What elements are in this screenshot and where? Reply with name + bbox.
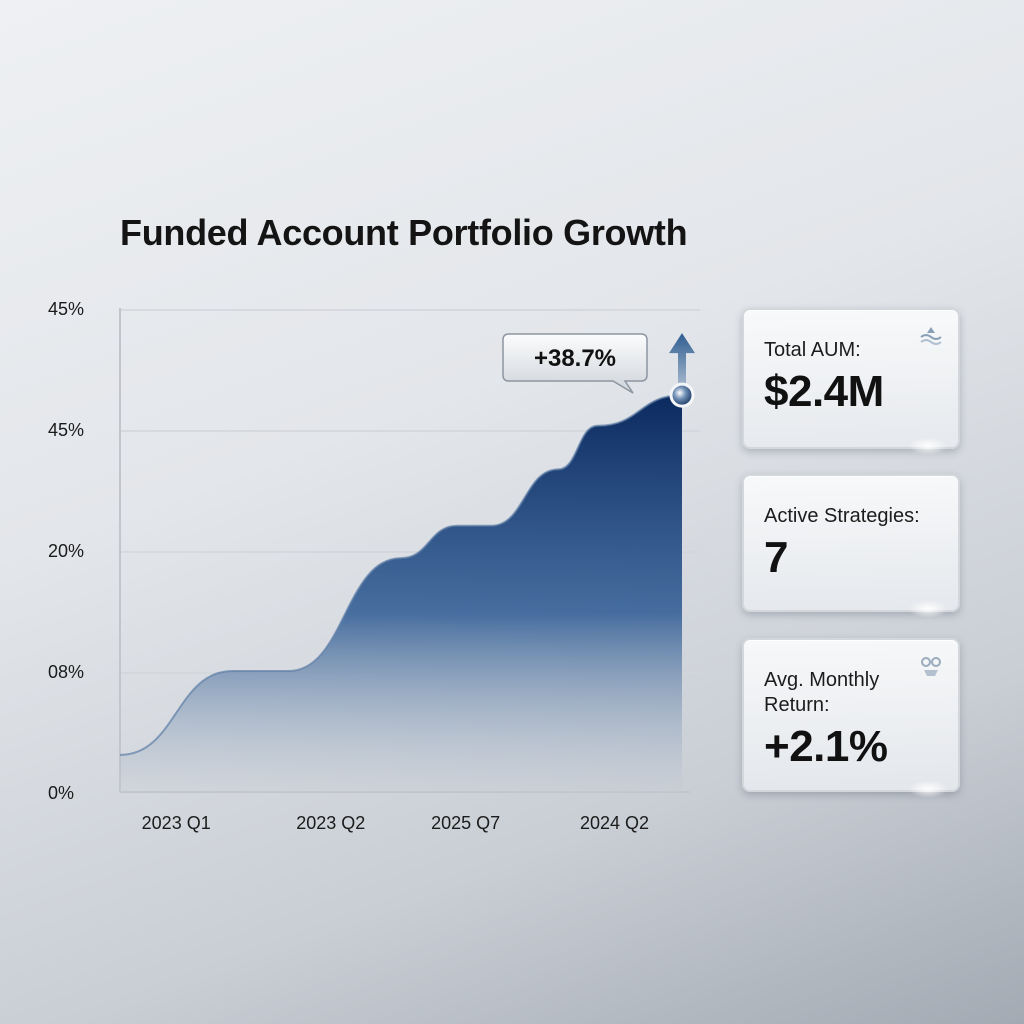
total-aum-card: Total AUM: $2.4M xyxy=(742,308,960,455)
growth-callout xyxy=(502,333,648,394)
emblem-icon xyxy=(921,657,941,676)
total-aum-value: $2.4M xyxy=(764,367,884,416)
total-aum-label: Total AUM: xyxy=(764,339,861,361)
active-strategies-card: Active Strategies: 7 xyxy=(742,474,960,618)
active-strategies-value: 7 xyxy=(764,533,788,582)
up-arrow-icon xyxy=(669,333,695,384)
growth-area xyxy=(120,395,682,792)
end-point-marker xyxy=(669,382,695,408)
avg-monthly-return-label: Avg. Monthly Return: xyxy=(764,669,880,716)
y-tick-label: 45% xyxy=(48,420,84,440)
avg-monthly-return-card: Avg. Monthly Return: +2.1% xyxy=(742,638,960,798)
y-tick-label: 45% xyxy=(48,299,84,319)
growth-line xyxy=(119,394,683,756)
chart-title: Funded Account Portfolio Growth xyxy=(120,212,688,253)
waves-icon xyxy=(920,327,942,345)
x-tick-label: 2023 Q1 xyxy=(142,813,211,833)
y-tick-label: 08% xyxy=(48,662,84,682)
active-strategies-label: Active Strategies: xyxy=(764,505,920,527)
glow-highlight xyxy=(908,600,948,618)
avg-monthly-return-value: +2.1% xyxy=(764,722,888,771)
y-tick-label: 20% xyxy=(48,541,84,561)
x-tick-label: 2024 Q2 xyxy=(580,813,649,833)
glow-highlight xyxy=(908,780,948,798)
x-tick-label: 2025 Q7 xyxy=(431,813,500,833)
y-tick-label: 0% xyxy=(48,783,74,803)
growth-callout-text: +38.7% xyxy=(534,345,616,372)
x-tick-label: 2023 Q2 xyxy=(296,813,365,833)
glow-highlight xyxy=(908,437,948,455)
